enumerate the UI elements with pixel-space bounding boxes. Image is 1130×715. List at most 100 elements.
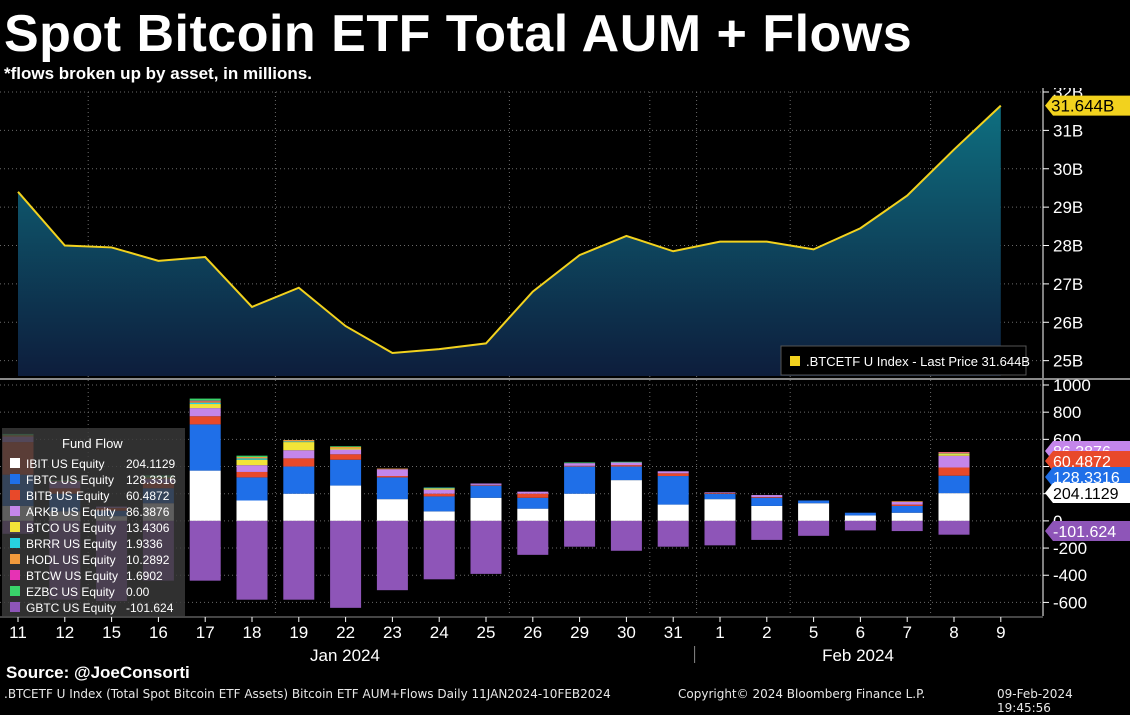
x-tick-label: 6 <box>856 623 865 642</box>
flow-bar-fbtc <box>423 496 455 512</box>
flow-bar-btco <box>423 488 455 490</box>
flow-bar-ibit <box>423 511 455 521</box>
flow-bar-ibit <box>798 503 830 521</box>
flow-legend-name: EZBC US Equity <box>26 585 115 599</box>
flow-bar-hodl <box>236 457 268 459</box>
flow-bar-gbtc <box>236 520 268 600</box>
flow-bar-arkb <box>236 465 268 472</box>
flow-bar-arkb <box>376 469 408 477</box>
footer-timestamp: 09-Feb-2024 19:45:56 <box>997 687 1073 715</box>
source-label: Source: @JoeConsorti <box>6 663 190 682</box>
aum-area <box>18 105 1001 376</box>
flow-bar-gbtc <box>330 520 362 608</box>
flow-bar-arkb <box>423 489 455 494</box>
flow-bar-hodl <box>938 452 970 454</box>
flow-bar-arkb <box>704 492 736 494</box>
flow-bar-fbtc <box>236 477 268 501</box>
flow-bar-ibit <box>844 515 876 521</box>
flow-bar-bitb <box>564 465 596 467</box>
flow-bar-gbtc <box>610 520 642 551</box>
flow-bar-bitb <box>236 471 268 478</box>
flow-bar-ibit <box>564 493 596 521</box>
flow-bar-hodl <box>376 468 408 470</box>
flow-bar-ibit <box>283 493 315 521</box>
flow-bar-arkb <box>330 449 362 455</box>
flow-legend-name: GBTC US Equity <box>26 601 116 615</box>
y-tick-label-flow: -600 <box>1053 593 1087 612</box>
flow-bar-fbtc <box>704 493 736 500</box>
flow-bar-arkb <box>470 483 502 485</box>
last-price-label: 31.644B <box>1051 97 1114 116</box>
y-tick-label-flow: -200 <box>1053 539 1087 558</box>
flow-value-tag <box>1045 451 1130 471</box>
flow-bar-bitb <box>704 493 736 494</box>
last-price-tag <box>1045 95 1130 116</box>
flow-bar-ibit <box>236 500 268 521</box>
flow-bar-gbtc <box>891 520 923 532</box>
flow-bar-ibit <box>657 504 689 521</box>
flow-legend-value: 13.4306 <box>126 521 170 535</box>
flow-legend-swatch-hodl <box>10 554 20 564</box>
chart-title: Spot Bitcoin ETF Total AUM + Flows <box>4 5 913 63</box>
flow-bar-fbtc <box>330 459 362 486</box>
flow-bar-gbtc <box>517 520 549 555</box>
flow-value-label: 60.4872 <box>1053 454 1111 471</box>
flow-bar-bitb <box>751 497 783 498</box>
flow-bar-fbtc <box>798 500 830 504</box>
flow-bar-bitb <box>517 493 549 498</box>
flow-bar-ibit <box>330 485 362 521</box>
flow-bar-ibit <box>470 497 502 521</box>
flow-legend-value: 128.3316 <box>126 473 176 487</box>
flow-bar-arkb <box>517 491 549 494</box>
flow-bar-hodl <box>891 501 923 502</box>
flow-legend-swatch-arkb <box>10 506 20 516</box>
x-tick-label: 31 <box>664 623 683 642</box>
flow-bar-fbtc <box>657 476 689 505</box>
flow-bar-bitb <box>657 473 689 477</box>
flow-legend-name: FBTC US Equity <box>26 473 114 487</box>
chart-subtitle: *flows broken up by asset, in millions. <box>4 64 312 83</box>
y-tick-label-aum: 26B <box>1053 313 1083 332</box>
flow-bar-btcw <box>938 452 970 453</box>
y-tick-label-aum: 31B <box>1053 121 1083 140</box>
flow-bar-btco <box>283 442 315 451</box>
aum-legend-box <box>780 345 1027 376</box>
flow-legend-value: 60.4872 <box>126 489 170 503</box>
x-tick-label: 19 <box>289 623 308 642</box>
flow-bar-gbtc <box>423 520 455 580</box>
x-tick-label: 30 <box>617 623 636 642</box>
flow-value-label: -101.624 <box>1053 524 1116 541</box>
y-tick-label-flow: 800 <box>1053 403 1081 422</box>
flow-bar-hodl <box>330 446 362 449</box>
flow-legend-name: IBIT US Equity <box>26 457 104 471</box>
y-tick-label-aum: 30B <box>1053 160 1083 179</box>
flow-legend-name: ARKB US Equity <box>26 505 115 519</box>
flow-bar-gbtc <box>376 520 408 591</box>
y-tick-label-flow: -400 <box>1053 566 1087 585</box>
flow-bar-gbtc <box>470 520 502 574</box>
flow-legend-name: BITB US Equity <box>26 489 109 503</box>
flow-bar-gbtc <box>844 520 876 531</box>
flow-bar-hodl <box>283 440 315 442</box>
flow-legend-swatch-ezbc <box>10 586 20 596</box>
aum-line <box>17 104 1002 354</box>
flow-bar-gbtc <box>938 520 970 535</box>
x-tick-label: 29 <box>570 623 589 642</box>
flow-bar-gbtc <box>283 520 315 600</box>
flow-bar-ibit <box>517 508 549 521</box>
flow-bar-fbtc <box>283 466 315 494</box>
flow-bar-arkb <box>564 463 596 466</box>
flow-bar-ezbc <box>330 446 362 447</box>
month-label-feb: Feb 2024 <box>822 646 894 663</box>
footer-copyright: Copyright© 2024 Bloomberg Finance L.P. <box>678 687 926 701</box>
x-tick-label: 16 <box>149 623 168 642</box>
x-tick-label: 12 <box>55 623 74 642</box>
flow-legend-value: 10.2892 <box>126 553 170 567</box>
x-tick-label: 18 <box>243 623 262 642</box>
x-tick-label: 8 <box>949 623 958 642</box>
flow-legend-swatch-ibit <box>10 458 20 468</box>
flow-bar-fbtc <box>376 477 408 500</box>
x-tick-label: 2 <box>762 623 771 642</box>
y-tick-label-flow: 1000 <box>1053 376 1091 395</box>
